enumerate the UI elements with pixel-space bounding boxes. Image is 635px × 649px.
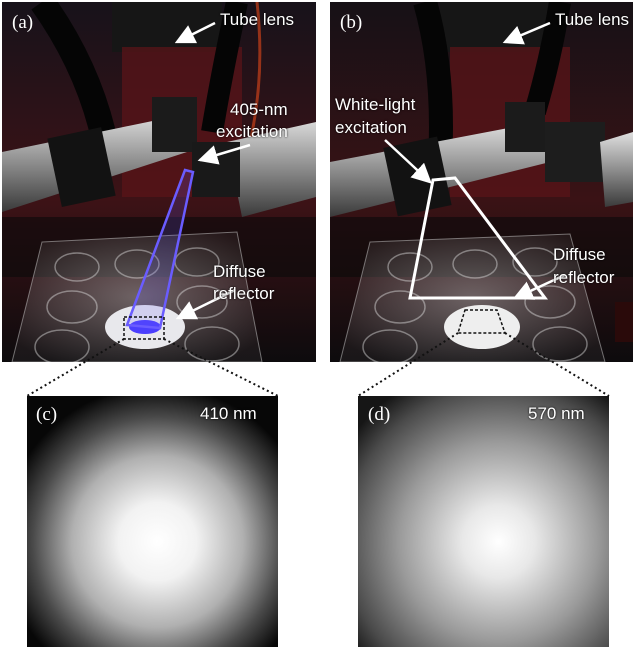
label-reflector-a-line1: Diffuse [213, 262, 266, 281]
label-405nm-line2: excitation [216, 122, 288, 141]
panel-b-photo [330, 2, 633, 362]
panel-label-c: (c) [36, 404, 58, 425]
panel-label-d: (d) [368, 404, 391, 425]
label-reflector-b-line1: Diffuse [553, 245, 606, 264]
panel-d-intensity-map [358, 396, 609, 647]
panel-a-photo [2, 2, 316, 362]
panel-label-b: (b) [340, 12, 363, 33]
label-tube-lens-a: Tube lens [220, 10, 295, 29]
label-white-light-line1: White-light [335, 95, 416, 114]
label-reflector-a-line2: reflector [213, 284, 275, 303]
wavelength-label-d: 570 nm [528, 404, 585, 423]
label-tube-lens-b: Tube lens [555, 10, 630, 29]
panel-label-a: (a) [12, 12, 34, 33]
photo-a-illustration [2, 2, 316, 362]
photo-b-illustration [330, 2, 633, 362]
wavelength-label-c: 410 nm [200, 404, 257, 423]
intensity-map-d [358, 396, 609, 647]
label-405nm-line1: 405-nm [230, 100, 288, 119]
panel-c-intensity-map [27, 396, 278, 647]
label-reflector-b-line2: reflector [553, 268, 615, 287]
label-white-light-line2: excitation [335, 118, 407, 137]
intensity-map-c [27, 396, 278, 647]
